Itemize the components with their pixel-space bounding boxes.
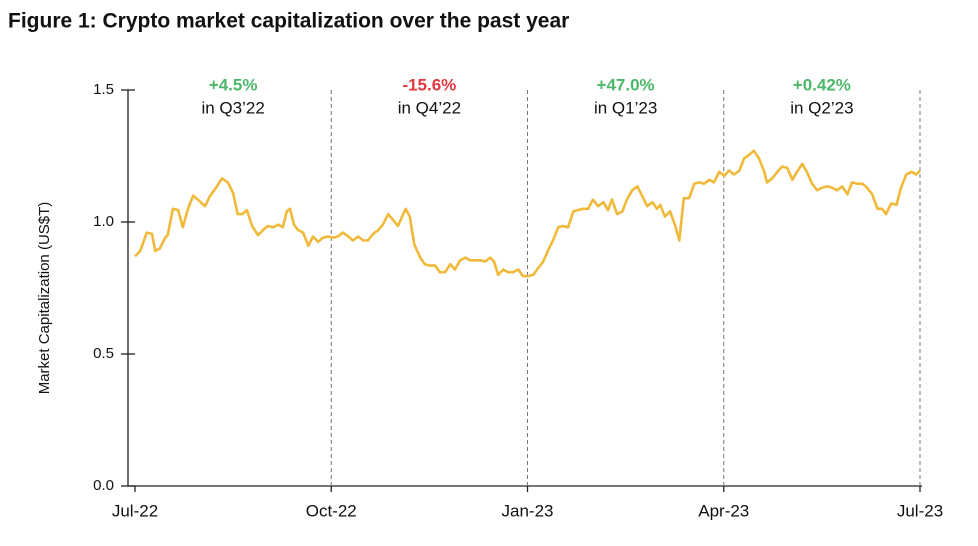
y-tick-label: 0.5 [93,345,114,362]
y-tick-label: 1.5 [93,81,114,98]
annotation-quarter: in Q4’22 [398,98,461,117]
annotation-quarter: in Q3’22 [201,98,264,117]
series-line [134,149,921,278]
x-tick-label: Oct-22 [306,501,357,520]
annotation-change: +0.42% [793,75,851,94]
annotation-change: -15.6% [402,75,456,94]
x-tick-label: Jul-22 [112,501,158,520]
annotation-change: +47.0% [597,75,655,94]
annotation-change: +4.5% [209,75,258,94]
y-tick-label: 1.0 [93,213,114,230]
annotation-quarter: in Q2’23 [790,98,853,117]
x-tick-label: Jan-23 [502,501,554,520]
x-tick-label: Apr-23 [698,501,749,520]
x-tick-label: Jul-23 [897,501,943,520]
y-axis-label: Market Capitalization (US$T) [36,202,53,395]
annotation-quarter: in Q1’23 [594,98,657,117]
chart-title: Figure 1: Crypto market capitalization o… [8,10,569,33]
y-tick-label: 0.0 [93,477,114,494]
